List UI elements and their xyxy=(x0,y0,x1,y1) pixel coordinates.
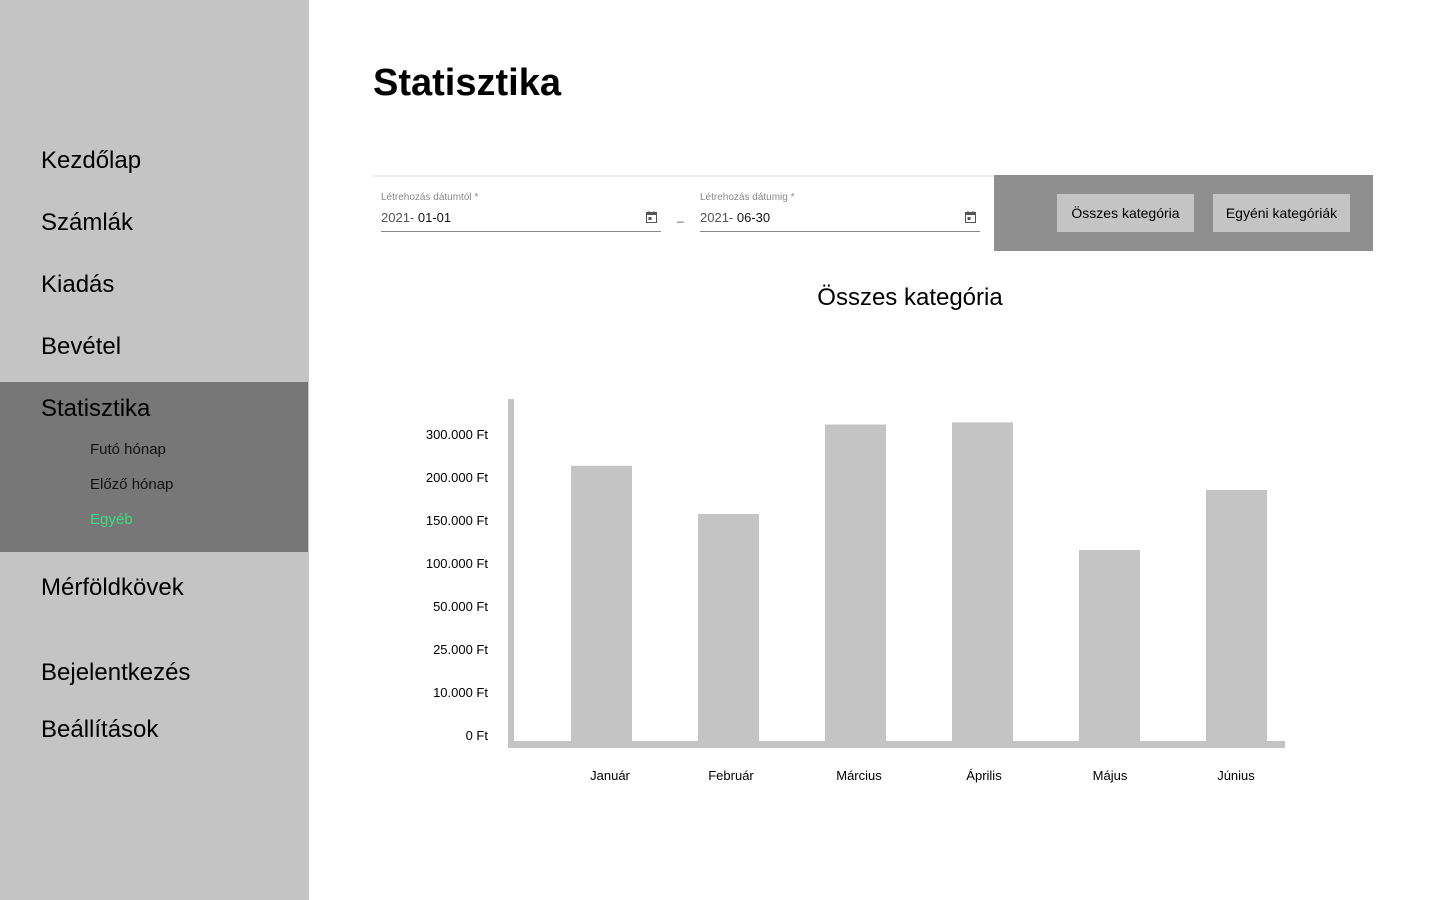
custom-categories-button[interactable]: Egyéni kategóriák xyxy=(1213,194,1350,232)
x-tick-label: Április xyxy=(966,768,1002,783)
x-axis-line xyxy=(508,741,1285,748)
bar xyxy=(825,424,886,741)
sub-item-egyeb[interactable]: Egyéb xyxy=(90,511,133,528)
x-tick-label: Május xyxy=(1093,768,1128,783)
date-to-label: Létrehozás dátumig * xyxy=(700,192,795,203)
y-tick-label: 100.000 Ft xyxy=(426,556,489,571)
y-tick-label: 50.000 Ft xyxy=(433,599,488,614)
active-nav-group xyxy=(0,382,308,552)
date-to-value[interactable]: 2021- 06-30 xyxy=(700,211,770,224)
y-tick-label: 25.000 Ft xyxy=(433,642,488,657)
date-from-year: 2021- xyxy=(381,210,415,225)
x-tick-label: Február xyxy=(708,768,754,783)
date-from-field[interactable]: Létrehozás dátumtól * 2021- 01-01 xyxy=(381,190,661,232)
bar-chart: 0 Ft 10.000 Ft 25.000 Ft 50.000 Ft 100.000 F… xyxy=(426,399,1285,783)
date-from-monthday: 01-01 xyxy=(414,210,452,225)
calendar-icon[interactable] xyxy=(646,211,657,223)
all-categories-button[interactable]: Összes kategória xyxy=(1057,194,1194,232)
date-to-year: 2021- xyxy=(700,210,734,225)
nav-item-kiadas[interactable]: Kiadás xyxy=(41,271,115,298)
bar xyxy=(1079,550,1140,741)
sidebar: Kezdőlap Számlák Kiadás Bevétel Statiszt… xyxy=(0,0,309,900)
date-from-underline xyxy=(381,231,661,232)
bar xyxy=(1206,489,1267,741)
chart-title: Összes kategória xyxy=(817,284,1003,311)
nav-item-beallitasok[interactable]: Beállítások xyxy=(41,716,159,743)
y-tick-label: 150.000 Ft xyxy=(426,513,489,528)
date-to-monthday: 06-30 xyxy=(733,210,771,225)
nav-item-bejelentkezes[interactable]: Bejelentkezés xyxy=(41,659,191,686)
date-to-underline xyxy=(700,231,980,232)
nav-item-statisztika[interactable]: Statisztika xyxy=(41,395,151,422)
y-axis-line xyxy=(508,399,514,747)
x-tick-label: Március xyxy=(836,768,882,783)
nav-item-szamlak[interactable]: Számlák xyxy=(41,209,134,236)
x-tick-label: Június xyxy=(1217,768,1255,783)
sub-item-futo-honap[interactable]: Futó hónap xyxy=(90,441,166,458)
date-range-separator: – xyxy=(677,214,684,228)
nav-item-merfoldkovek[interactable]: Mérföldkövek xyxy=(41,574,184,601)
y-tick-label: 0 Ft xyxy=(466,728,489,743)
bar xyxy=(571,465,632,741)
date-from-value[interactable]: 2021- 01-01 xyxy=(381,211,451,224)
x-tick-label: Január xyxy=(590,768,630,783)
sub-item-elozo-honap[interactable]: Előző hónap xyxy=(90,476,174,493)
bar xyxy=(698,513,759,741)
filter-divider xyxy=(373,175,995,177)
y-tick-label: 200.000 Ft xyxy=(426,470,489,485)
y-tick-label: 10.000 Ft xyxy=(433,685,488,700)
nav-item-bevetel[interactable]: Bevétel xyxy=(41,333,122,360)
calendar-icon[interactable] xyxy=(965,211,976,223)
date-from-label: Létrehozás dátumtól * xyxy=(381,192,479,203)
nav-item-kezdolap[interactable]: Kezdőlap xyxy=(41,147,142,174)
y-tick-label: 300.000 Ft xyxy=(426,427,489,442)
date-to-field[interactable]: Létrehozás dátumig * 2021- 06-30 xyxy=(700,190,980,232)
bar xyxy=(952,422,1013,741)
page-title: Statisztika xyxy=(373,62,561,104)
